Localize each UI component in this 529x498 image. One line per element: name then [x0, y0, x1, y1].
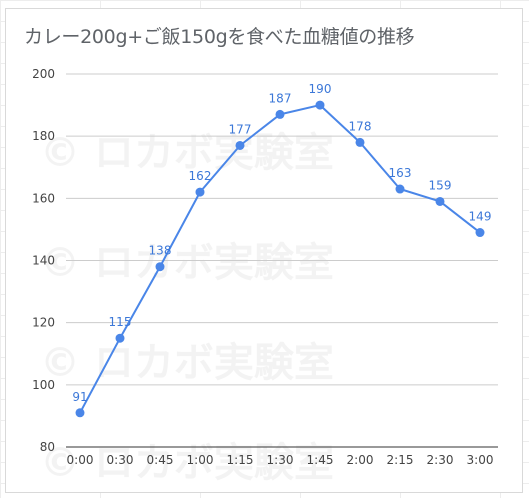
- data-point: [395, 184, 405, 194]
- x-tick-label: 2:00: [347, 453, 374, 467]
- watermark: © ロカボ実験室: [40, 230, 334, 288]
- chart-frame[interactable]: [5, 8, 523, 493]
- data-label: 190: [309, 82, 332, 96]
- y-tick-label: 140: [32, 254, 55, 268]
- data-point: [435, 196, 445, 206]
- data-label: 163: [389, 166, 412, 180]
- series-line: [79, 104, 481, 414]
- x-tick-label: 2:15: [387, 453, 414, 467]
- x-tick-label: 1:15: [227, 453, 254, 467]
- data-label: 138: [149, 244, 172, 258]
- y-tick-label: 160: [32, 191, 55, 205]
- data-label: 115: [109, 315, 132, 329]
- chart-title: カレー200g+ご飯150gを食べた血糖値の推移: [24, 26, 415, 48]
- data-point: [235, 140, 245, 150]
- data-point: [315, 100, 325, 110]
- data-point: [275, 109, 285, 119]
- data-label: 162: [189, 169, 212, 183]
- data-point: [475, 228, 485, 238]
- x-tick-label: 1:45: [307, 453, 334, 467]
- data-label: 187: [269, 91, 292, 105]
- y-tick-label: 80: [40, 440, 55, 454]
- x-tick-label: 0:45: [147, 453, 174, 467]
- watermark: © ロカボ実験室: [40, 430, 334, 488]
- x-tick-label: 2:30: [427, 453, 454, 467]
- data-point: [115, 333, 125, 343]
- x-tick-label: 3:00: [467, 453, 494, 467]
- x-tick-label: 1:00: [187, 453, 214, 467]
- data-label: 159: [429, 178, 452, 192]
- watermark: © ロカボ実験室: [40, 120, 334, 178]
- y-tick-label: 200: [32, 67, 55, 81]
- watermark: © ロカボ実験室: [40, 330, 334, 388]
- x-tick-label: 1:30: [267, 453, 294, 467]
- data-point: [355, 137, 365, 147]
- x-tick-label: 0:30: [107, 453, 134, 467]
- data-point: [195, 187, 205, 197]
- y-tick-label: 100: [32, 378, 55, 392]
- data-point: [155, 262, 165, 272]
- data-point: [75, 408, 85, 418]
- y-tick-label: 180: [32, 129, 55, 143]
- data-label: 178: [349, 119, 372, 133]
- y-tick-label: 120: [32, 316, 55, 330]
- data-label: 149: [469, 210, 492, 224]
- data-label: 177: [229, 122, 252, 136]
- data-label: 91: [72, 390, 87, 404]
- x-tick-label: 0:00: [67, 453, 94, 467]
